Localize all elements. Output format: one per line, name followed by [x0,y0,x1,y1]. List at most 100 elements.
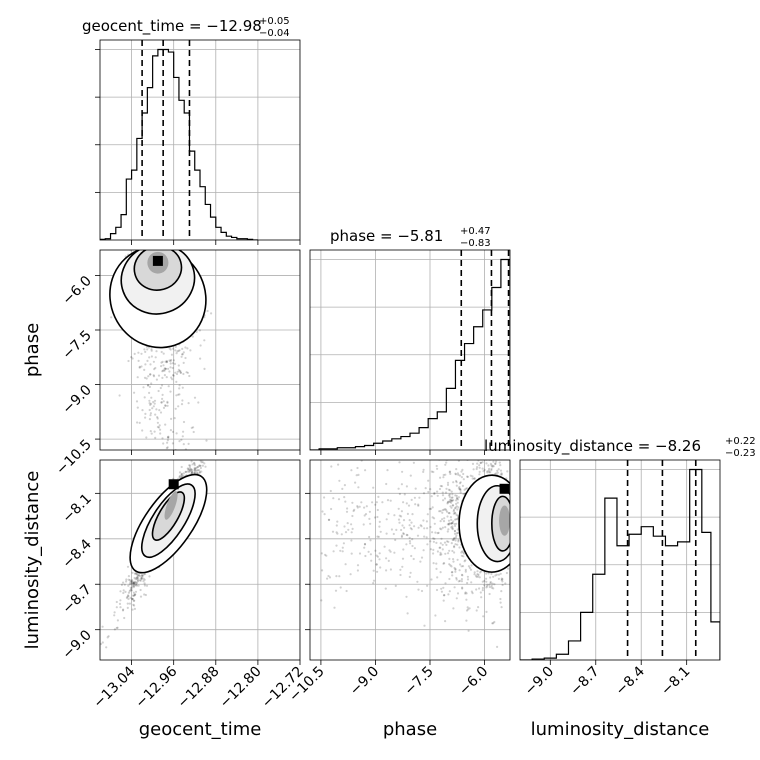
sample-point [455,494,458,497]
sample-point [124,234,126,236]
sample-point [150,348,153,351]
sample-point [135,573,138,576]
sample-point [500,426,502,428]
sample-point [134,590,138,593]
sample-point [129,589,132,592]
sample-point [372,582,375,585]
sample-point [182,351,185,354]
sample-point [133,391,136,394]
sample-point [488,585,491,589]
sample-point [436,550,439,553]
sample-point [443,497,447,500]
sample-point [445,461,448,464]
sample-point [368,510,371,513]
sample-point [150,432,153,435]
sample-point [499,469,503,472]
sample-point [455,513,458,517]
sample-point [201,453,203,455]
sample-point [127,234,129,236]
sample-point [136,580,139,583]
sample-point [194,469,197,472]
sample-point [444,473,447,476]
sample-point [163,368,166,371]
sample-point [411,513,414,516]
sample-point [193,469,196,472]
sample-point [344,563,347,566]
sample-point [120,583,123,587]
sample-point [408,536,411,539]
sample-point [459,563,462,566]
sample-point [507,567,510,570]
sample-point [460,470,463,473]
sample-point [473,477,476,480]
sample-point [164,404,167,407]
sample-point [190,468,193,471]
sample-point [397,518,401,521]
sample-point [132,582,135,585]
sample-point [101,625,104,628]
sample-point [458,569,461,572]
sample-point [133,576,136,580]
sample-point [337,463,340,466]
sample-point [166,446,169,449]
y-tick-label: −9.0 [59,627,94,662]
sample-point [401,565,404,568]
sample-point [375,563,378,566]
sample-point [166,441,169,444]
title-geocent-time: geocent_time = −12.98 [82,17,262,36]
sample-point [444,582,447,585]
sample-point [162,364,165,367]
sample-point [145,436,148,439]
sample-point [466,475,469,478]
sample-point [191,457,193,459]
sample-point [200,448,202,450]
sample-point [335,575,338,578]
sample-point [430,495,433,498]
sample-point [119,599,122,602]
sample-point [141,574,145,577]
sample-point [193,458,195,460]
sample-point [478,464,481,467]
sample-point [453,586,456,589]
sample-point [495,472,498,475]
sample-point [164,404,167,407]
sample-point [184,470,187,473]
sample-point [193,396,197,399]
sample-point [464,487,467,490]
sample-point [188,374,191,378]
sample-point [461,586,464,589]
sample-point [134,572,137,575]
sample-point [460,565,463,568]
sample-point [500,577,503,580]
sample-point [182,472,185,475]
sample-point [417,504,420,507]
sample-point [448,577,451,581]
sample-point [170,353,173,356]
sample-point [377,495,380,498]
sample-point [489,580,492,584]
sample-point [426,584,429,587]
sample-point [455,479,458,483]
sample-point [131,357,134,360]
sample-point [439,551,442,555]
sample-point [431,531,434,534]
sample-point [135,246,137,248]
sample-point [476,573,479,576]
sample-point [422,519,425,522]
sample-point [149,403,152,406]
sample-point [181,399,184,402]
sample-point [433,517,436,520]
sample-point [130,589,133,592]
sample-point [457,460,460,462]
sample-point [164,360,167,363]
sample-point [339,586,342,589]
sample-point [439,520,442,523]
sample-point [492,587,495,590]
sample-point [186,467,189,470]
sample-point [122,589,125,592]
sample-point [153,399,157,402]
sample-point [115,240,117,242]
sample-point [456,528,459,531]
sample-point [204,454,206,456]
sample-point [152,360,155,363]
